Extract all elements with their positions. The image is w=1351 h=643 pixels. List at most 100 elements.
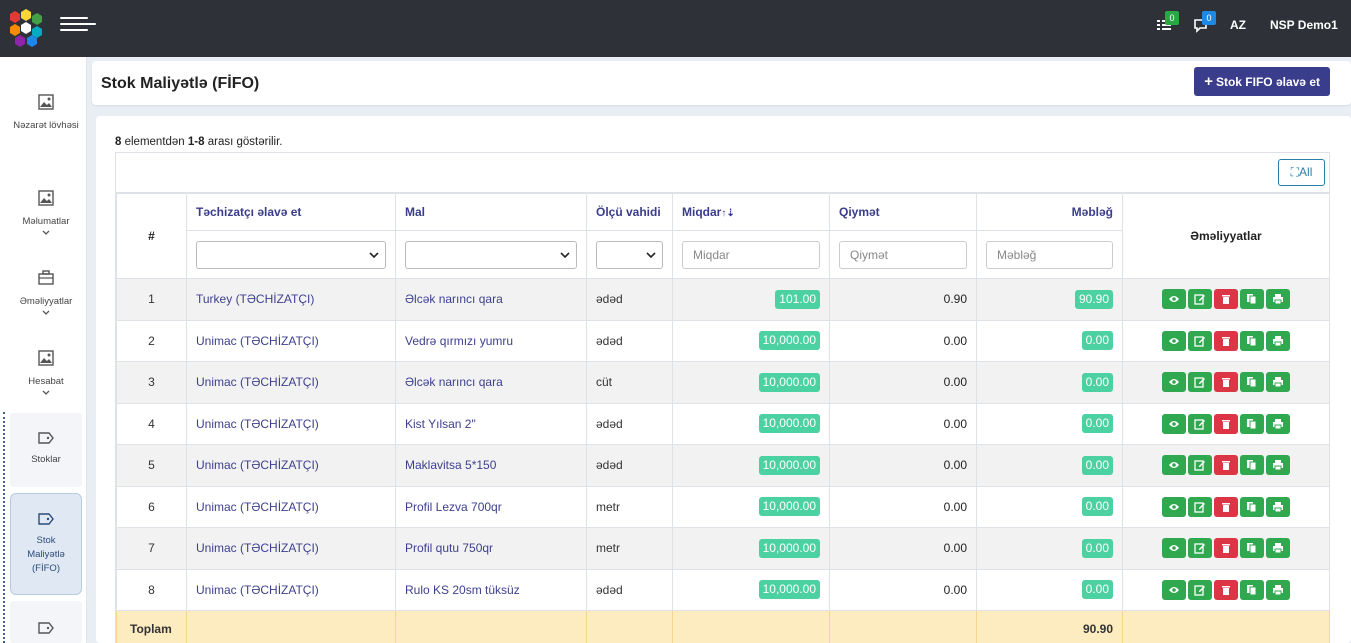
unit-filter-select[interactable] [596, 240, 663, 269]
sidebar-item-stocks[interactable]: Stoklar [10, 413, 82, 487]
row-supplier[interactable]: Unimac (TƏCHİZATÇI) [186, 568, 396, 611]
sidebar-item-dashboard[interactable]: Nəzarət lövhəsi [10, 93, 82, 133]
row-amount: 0.00 [1081, 331, 1113, 351]
menu-toggle-icon[interactable] [60, 14, 96, 36]
row-supplier[interactable]: Turkey (TƏCHİZATÇI) [186, 278, 396, 321]
row-price: 0.00 [829, 444, 977, 487]
view-button[interactable] [1162, 413, 1186, 434]
print-button[interactable] [1266, 496, 1290, 517]
edit-button[interactable] [1188, 579, 1212, 600]
row-quantity-cell: 10,000.00 [672, 485, 830, 528]
copy-button[interactable] [1240, 579, 1264, 600]
print-button[interactable] [1266, 538, 1290, 559]
row-supplier[interactable]: Unimac (TƏCHİZATÇI) [186, 444, 396, 487]
copy-button[interactable] [1240, 289, 1264, 310]
view-button[interactable] [1162, 455, 1186, 476]
print-button[interactable] [1266, 413, 1290, 434]
print-button[interactable] [1266, 455, 1290, 476]
sidebar-item-data[interactable]: Məlumatlar [10, 189, 82, 237]
delete-button[interactable] [1214, 455, 1238, 476]
amount-filter-input[interactable] [986, 240, 1113, 269]
edit-button[interactable] [1188, 330, 1212, 351]
delete-button[interactable] [1214, 330, 1238, 351]
copy-button[interactable] [1240, 413, 1264, 434]
row-supplier[interactable]: Unimac (TƏCHİZATÇI) [186, 319, 396, 362]
stock-fifo-table: # Təchizatçı əlavə et Mal Ölçü vahidi Mi… [116, 193, 1330, 643]
delete-button[interactable] [1214, 496, 1238, 517]
sidebar-active-indicator [3, 412, 5, 643]
view-button[interactable] [1162, 330, 1186, 351]
column-header-price[interactable]: Qiymət [829, 193, 977, 231]
row-product[interactable]: Profil Lezva 700qr [395, 485, 587, 528]
messages-icon[interactable]: 0 [1193, 11, 1216, 37]
row-product[interactable]: Maklavitsa 5*150 [395, 444, 587, 487]
row-product[interactable]: Rulo KS 20sm tüksüz [395, 568, 587, 611]
sidebar-item-more[interactable] [10, 601, 82, 643]
edit-button[interactable] [1188, 538, 1212, 559]
amount-filter-cell [976, 230, 1123, 279]
sidebar-item-stock-fifo[interactable]: Stok Maliyətlə (FİFO) [10, 493, 82, 595]
copy-button[interactable] [1240, 455, 1264, 476]
view-button[interactable] [1162, 372, 1186, 393]
row-product[interactable]: Vedrə qırmızı yumru [395, 319, 587, 362]
row-product[interactable]: Əlcək narıncı qara [395, 278, 587, 321]
row-supplier[interactable]: Unimac (TƏCHİZATÇI) [186, 527, 396, 570]
print-button[interactable] [1266, 289, 1290, 310]
view-button[interactable] [1162, 538, 1186, 559]
edit-button[interactable] [1188, 289, 1212, 310]
language-switch[interactable]: AZ [1230, 18, 1246, 32]
row-quantity: 101.00 [775, 289, 820, 309]
show-all-button[interactable]: ⛶All [1278, 159, 1325, 186]
row-product[interactable]: Kist Yılsan 2" [395, 402, 587, 445]
row-amount-cell: 0.00 [976, 444, 1123, 487]
price-filter-input[interactable] [839, 240, 967, 269]
grid: ⛶All # Təchizatçı əlavə et Mal Ölçü vahi… [115, 152, 1330, 643]
column-header-unit[interactable]: Ölçü vahidi [586, 193, 673, 231]
row-amount-cell: 0.00 [976, 361, 1123, 404]
row-supplier[interactable]: Unimac (TƏCHİZATÇI) [186, 485, 396, 528]
view-button[interactable] [1162, 496, 1186, 517]
delete-button[interactable] [1214, 289, 1238, 310]
add-stock-fifo-button[interactable]: + Stok FIFO əlavə et [1194, 67, 1330, 96]
edit-button[interactable] [1188, 496, 1212, 517]
tasks-icon[interactable]: 0 [1156, 11, 1179, 37]
row-unit: metr [586, 527, 673, 570]
delete-button[interactable] [1214, 413, 1238, 434]
edit-button[interactable] [1188, 455, 1212, 476]
supplier-filter-select[interactable] [196, 240, 386, 269]
print-button[interactable] [1266, 579, 1290, 600]
column-header-amount[interactable]: Məbləğ [976, 193, 1123, 231]
view-button[interactable] [1162, 289, 1186, 310]
row-supplier[interactable]: Unimac (TƏCHİZATÇI) [186, 402, 396, 445]
sidebar-item-label: Nəzarət lövhəsi [13, 120, 79, 131]
delete-button[interactable] [1214, 538, 1238, 559]
quantity-filter-input[interactable] [682, 240, 820, 269]
view-button[interactable] [1162, 579, 1186, 600]
row-product[interactable]: Profil qutu 750qr [395, 527, 587, 570]
column-header-product[interactable]: Mal [395, 193, 587, 231]
product-filter-select[interactable] [405, 240, 577, 269]
edit-button[interactable] [1188, 372, 1212, 393]
row-supplier[interactable]: Unimac (TƏCHİZATÇI) [186, 361, 396, 404]
sidebar-item-reports[interactable]: Hesabat [10, 349, 82, 397]
delete-button[interactable] [1214, 579, 1238, 600]
print-button[interactable] [1266, 330, 1290, 351]
user-menu[interactable]: NSP Demo1 [1270, 18, 1338, 32]
delete-button[interactable] [1214, 372, 1238, 393]
hexagon-logo-icon[interactable] [6, 8, 46, 48]
tasks-badge: 0 [1165, 11, 1179, 25]
copy-button[interactable] [1240, 496, 1264, 517]
print-button[interactable] [1266, 372, 1290, 393]
pagination-summary: 8 elementdən 1-8 arası göstərilir. [115, 136, 283, 148]
row-unit: ədəd [586, 444, 673, 487]
row-number: 8 [116, 568, 187, 611]
column-header-supplier[interactable]: Təchizatçı əlavə et [186, 193, 396, 231]
column-header-quantity[interactable]: Miqdar↑⇣ [672, 193, 830, 231]
copy-button[interactable] [1240, 372, 1264, 393]
copy-button[interactable] [1240, 538, 1264, 559]
sidebar-item-operations[interactable]: Əməliyyatlar [10, 269, 82, 317]
edit-button[interactable] [1188, 413, 1212, 434]
grid-toolbar: ⛶All [116, 153, 1329, 193]
copy-button[interactable] [1240, 330, 1264, 351]
row-product[interactable]: Əlcək narıncı qara [395, 361, 587, 404]
